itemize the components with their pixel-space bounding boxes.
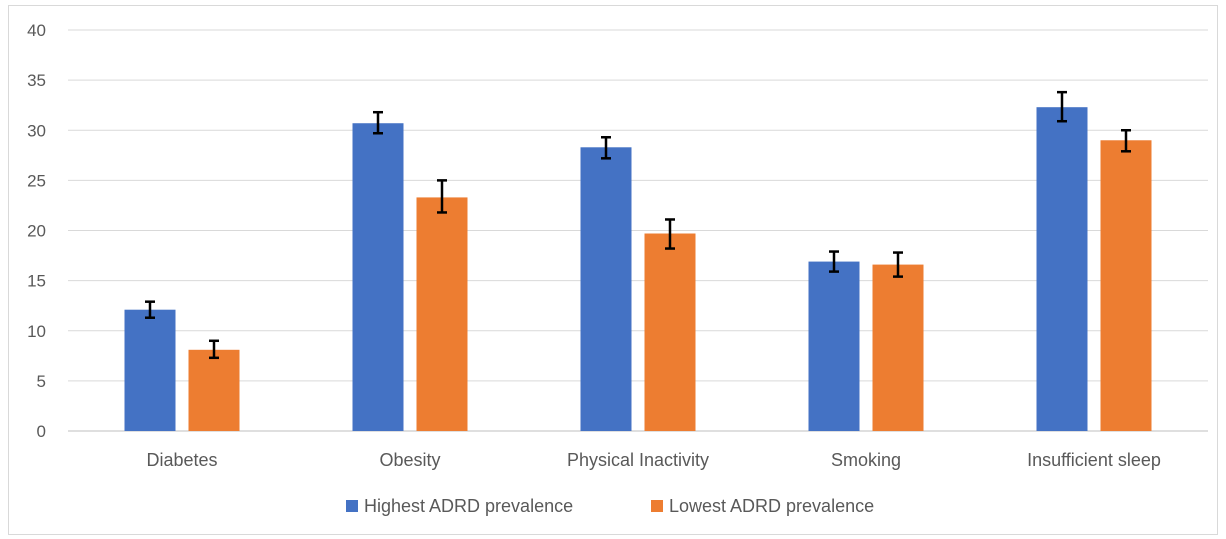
- y-tick-label-5: 5: [37, 372, 46, 391]
- y-axis-ticks: 0 5 10 15 20 25 30 35 40: [27, 21, 46, 441]
- legend-label-1: Lowest ADRD prevalence: [669, 496, 874, 516]
- legend-label-0: Highest ADRD prevalence: [364, 496, 573, 516]
- category-label-0: Diabetes: [146, 450, 217, 470]
- y-tick-label-15: 15: [27, 272, 46, 291]
- bar-lowest-3: [872, 264, 924, 431]
- bar-highest-2: [580, 147, 632, 432]
- bar-lowest-2: [644, 233, 696, 431]
- category-label-3: Smoking: [831, 450, 901, 470]
- bar-highest-0: [124, 309, 176, 431]
- y-tick-label-30: 30: [27, 121, 46, 140]
- legend-swatch-0: [346, 500, 358, 512]
- error-bars: [145, 90, 1131, 360]
- gridlines: [68, 29, 1208, 432]
- bar-lowest-4: [1100, 140, 1152, 431]
- bar-highest-1: [352, 123, 404, 432]
- y-tick-label-25: 25: [27, 171, 46, 190]
- y-tick-label-35: 35: [27, 71, 46, 90]
- bar-lowest-1: [416, 197, 468, 431]
- bar-highest-4: [1036, 107, 1088, 431]
- y-tick-label-10: 10: [27, 322, 46, 341]
- bar-lowest-0: [188, 349, 240, 431]
- x-axis-categories: Diabetes Obesity Physical Inactivity Smokin…: [146, 450, 1160, 470]
- y-tick-label-0: 0: [37, 422, 46, 441]
- bars: [124, 107, 1152, 432]
- y-tick-label-20: 20: [27, 222, 46, 241]
- legend-swatch-1: [651, 500, 663, 512]
- legend: Highest ADRD prevalence Lowest ADRD preva…: [346, 496, 874, 516]
- bar-highest-3: [808, 261, 860, 431]
- y-tick-label-40: 40: [27, 21, 46, 40]
- category-label-4: Insufficient sleep: [1027, 450, 1161, 470]
- category-label-2: Physical Inactivity: [567, 450, 709, 470]
- category-label-1: Obesity: [379, 450, 440, 470]
